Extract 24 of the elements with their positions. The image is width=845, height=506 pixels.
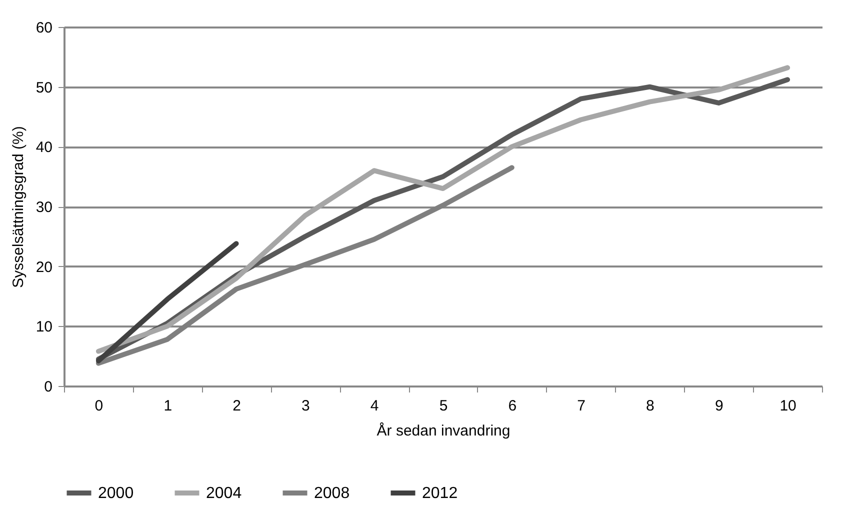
- y-axis-title: Sysselsättningsgrad (%): [10, 126, 27, 288]
- legend-label: 2000: [98, 485, 134, 502]
- x-tick-label: 10: [780, 398, 796, 414]
- x-tick-label: 2: [232, 398, 241, 414]
- x-tick-label: 8: [646, 398, 654, 414]
- legend-label: 2004: [206, 485, 242, 502]
- legend-label: 2012: [422, 485, 458, 502]
- x-tick-label: 7: [577, 398, 586, 414]
- y-tick-label: 50: [36, 79, 52, 96]
- x-tick-label: 4: [370, 398, 379, 414]
- x-tick-label: 6: [508, 398, 517, 414]
- x-tick-label: 1: [164, 398, 172, 414]
- y-tick-label: 60: [36, 20, 52, 36]
- y-tick-label: 10: [36, 318, 52, 336]
- y-tick-label: 40: [36, 139, 52, 156]
- x-tick-label: 3: [302, 398, 310, 414]
- legend-label: 2008: [314, 485, 350, 502]
- y-tick-label: 30: [36, 199, 52, 216]
- y-tick-label: 0: [44, 378, 52, 396]
- x-tick-label: 5: [439, 398, 448, 414]
- x-tick-label: 9: [714, 398, 724, 414]
- x-axis-title: År sedan invandring: [376, 422, 510, 440]
- y-tick-label: 20: [36, 258, 52, 276]
- x-tick-label: 0: [94, 398, 104, 414]
